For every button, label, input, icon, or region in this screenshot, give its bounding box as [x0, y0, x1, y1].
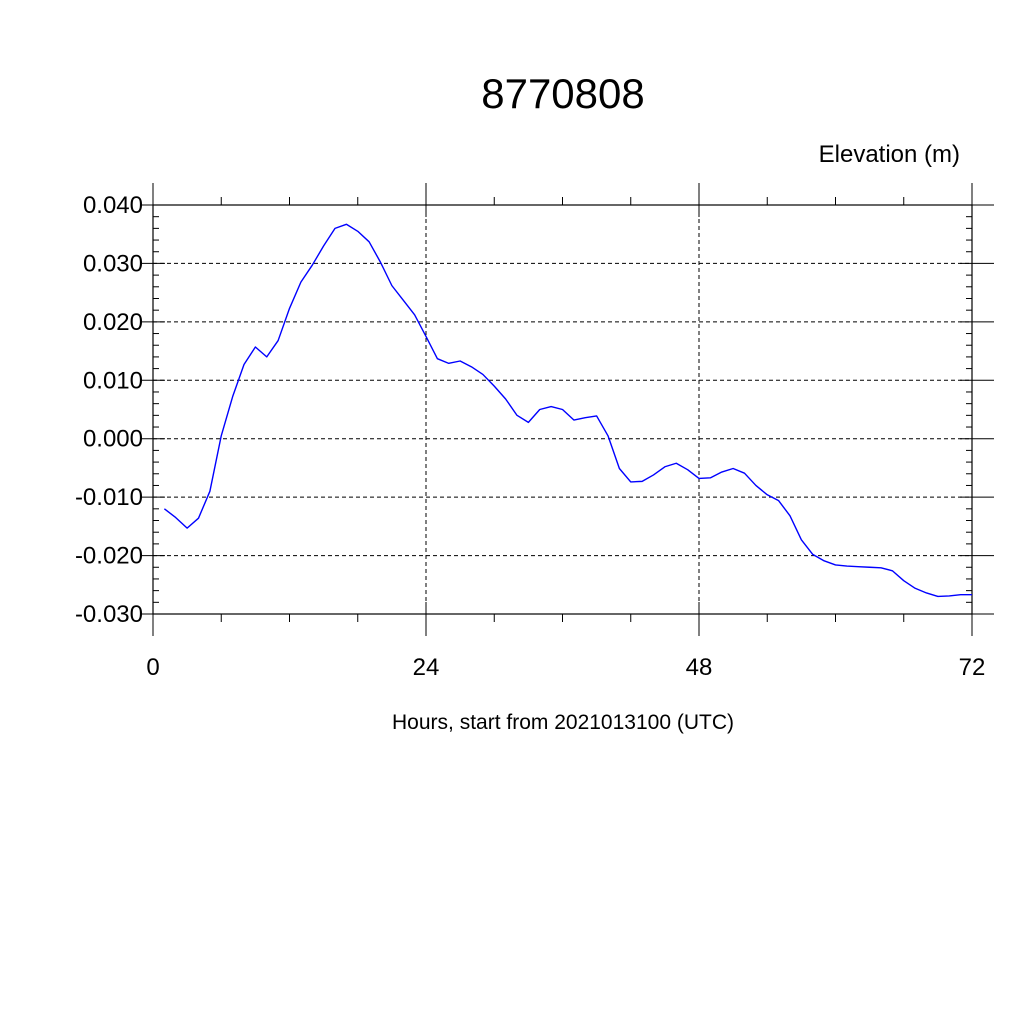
- y-tick-label: -0.030: [75, 601, 143, 628]
- x-tick-labels: 0 24 48 72: [146, 654, 985, 681]
- y-tick-label: 0.040: [83, 192, 143, 219]
- x-tick-label: 24: [413, 654, 440, 681]
- y-tick-label: 0.000: [83, 426, 143, 453]
- y-tick-label: -0.020: [75, 543, 143, 570]
- series: [163, 223, 972, 598]
- elevation-series-line: [163, 223, 972, 598]
- y-tick-label: 0.010: [83, 367, 143, 394]
- y-tick-label: 0.020: [83, 309, 143, 336]
- x-tick-label: 72: [959, 654, 986, 681]
- x-tick-label: 0: [146, 654, 159, 681]
- minor-ticks: [153, 197, 972, 622]
- unit-label: Elevation (m): [819, 141, 960, 168]
- y-tick-labels: -0.030 -0.020 -0.010 0.000 0.010 0.020 0.030 0.…: [75, 192, 143, 628]
- chart-title: 8770808: [481, 70, 645, 117]
- y-tick-label: 0.030: [83, 250, 143, 277]
- y-tick-label: -0.010: [75, 484, 143, 511]
- x-axis-label: Hours, start from 2021013100 (UTC): [392, 711, 734, 734]
- plot-frame: [152, 204, 973, 615]
- x-tick-label: 48: [686, 654, 713, 681]
